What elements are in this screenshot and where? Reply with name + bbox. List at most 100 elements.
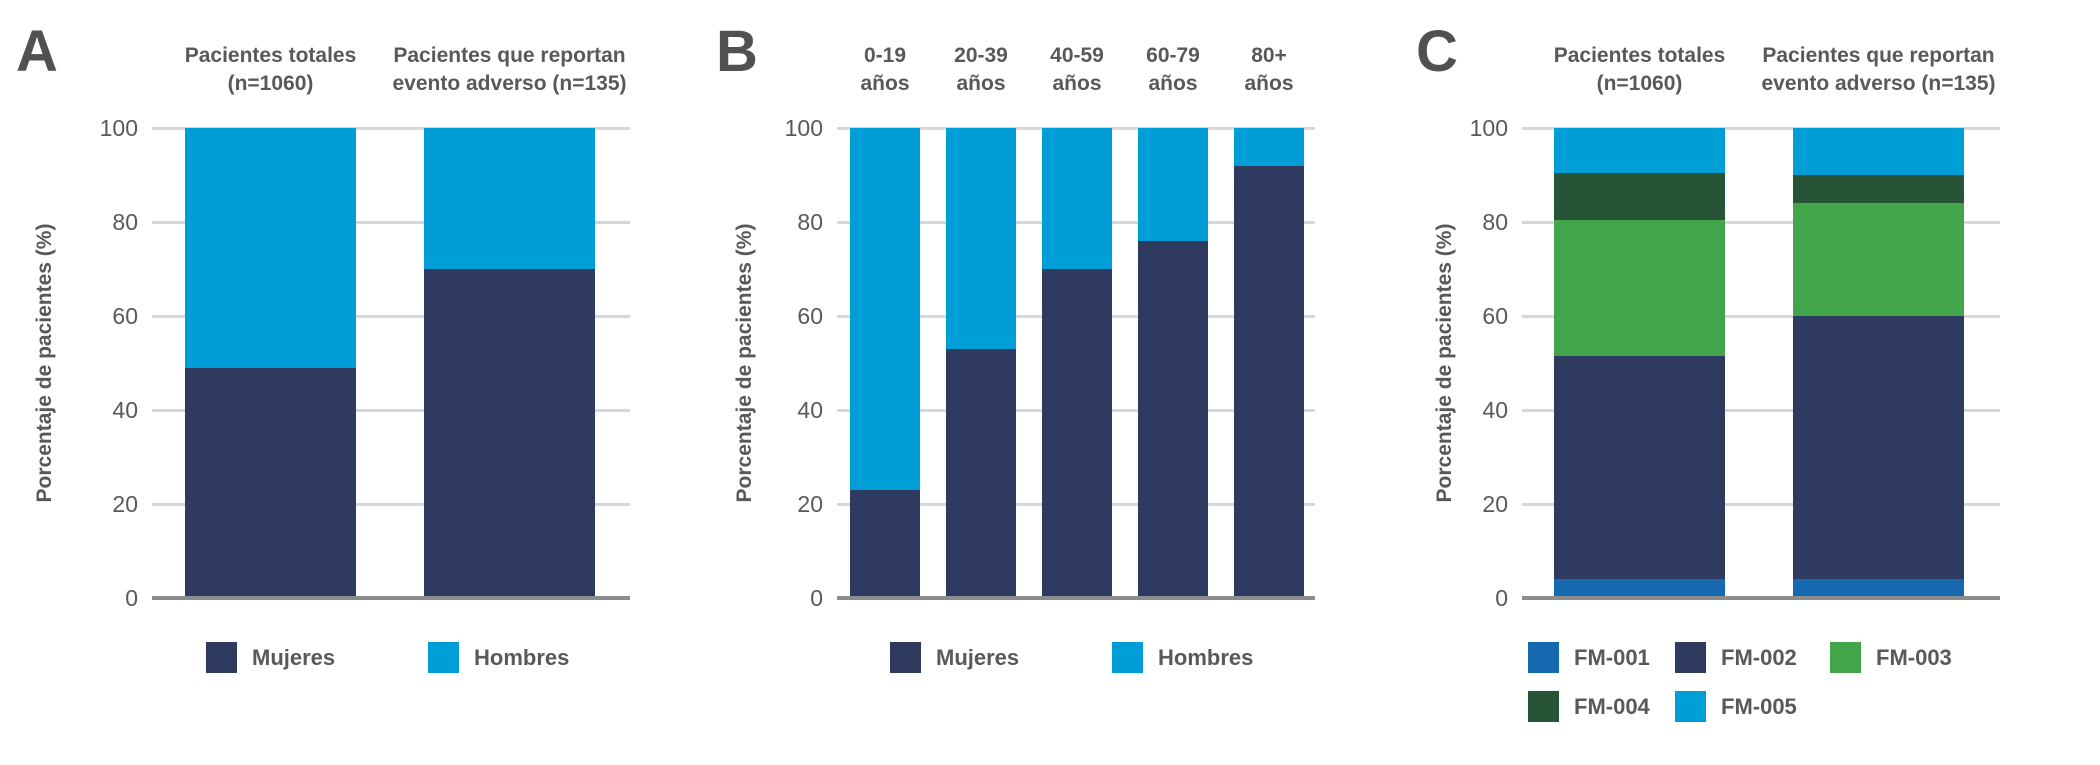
gridline-40 bbox=[152, 408, 630, 412]
y-tick-label-60: 60 bbox=[112, 303, 138, 329]
gridline-60 bbox=[152, 314, 630, 318]
gridline-60 bbox=[1522, 314, 2000, 318]
column-header: Pacientes que reportan evento adverso (n=… bbox=[345, 42, 675, 98]
gridline-20 bbox=[152, 502, 630, 506]
legend-swatch-mujeres bbox=[890, 642, 921, 673]
legend-label: Hombres bbox=[1158, 644, 1254, 670]
stacked-bar bbox=[1042, 128, 1112, 598]
panel-b: B Porcentaje de pacientes (%) 0 20 40 60 80 100… bbox=[700, 0, 1400, 765]
stacked-bar bbox=[424, 128, 595, 598]
x-axis-baseline bbox=[1522, 596, 2000, 600]
stacked-bar bbox=[1234, 128, 1304, 598]
legend-swatch-mujeres bbox=[206, 642, 237, 673]
legend-label: FM-005 bbox=[1721, 693, 1797, 719]
legend-item-mujeres: Mujeres bbox=[890, 642, 1019, 673]
column-header-line: 20-39 bbox=[954, 44, 1008, 67]
column-header-line: evento adverso (n=135) bbox=[1761, 72, 1996, 95]
legend-label: Hombres bbox=[474, 644, 570, 670]
column-header-line: 60-79 bbox=[1146, 44, 1200, 67]
column-header: 40-59 años bbox=[997, 42, 1157, 98]
column-header-line: 0-19 bbox=[863, 44, 907, 67]
stacked-bar bbox=[1554, 128, 1725, 598]
y-tick-label-0: 0 bbox=[125, 585, 138, 611]
bar-segment-mujeres bbox=[1234, 165, 1304, 598]
legend-swatch-fm-001 bbox=[1528, 642, 1559, 673]
bar-segment-hombres bbox=[1138, 128, 1208, 241]
y-tick-label-80: 80 bbox=[112, 209, 138, 235]
legend-item-fm-003: FM-003 bbox=[1830, 642, 1952, 673]
gridline-80 bbox=[152, 220, 630, 224]
bar-segment-fm-003 bbox=[1554, 219, 1725, 356]
legend-label: FM-002 bbox=[1721, 644, 1797, 670]
bar-segment-hombres bbox=[946, 128, 1016, 349]
y-tick-label-100: 100 bbox=[99, 115, 138, 141]
y-tick-label-0: 0 bbox=[810, 585, 823, 611]
y-tick-label-20: 20 bbox=[797, 491, 823, 517]
y-tick-label-40: 40 bbox=[1482, 397, 1508, 423]
gridline-40 bbox=[1522, 408, 2000, 412]
column-header-line: 80+ bbox=[1251, 44, 1287, 67]
legend-swatch-fm-005 bbox=[1675, 691, 1706, 722]
column-header-line: Pacientes que reportan bbox=[393, 44, 626, 67]
y-tick-label-20: 20 bbox=[112, 491, 138, 517]
bar-segment-fm-004 bbox=[1554, 172, 1725, 220]
bar-segment-mujeres bbox=[1138, 240, 1208, 598]
y-tick-label-80: 80 bbox=[797, 209, 823, 235]
column-header-line: años bbox=[1052, 72, 1102, 95]
bar-segment-hombres bbox=[1234, 128, 1304, 166]
y-tick-label-40: 40 bbox=[797, 397, 823, 423]
panel-c: C Porcentaje de pacientes (%) 0 20 40 60 80 100… bbox=[1400, 0, 2100, 765]
bar-segment-fm-003 bbox=[1793, 203, 1964, 317]
bar-segment-hombres bbox=[850, 128, 920, 490]
bar-segment-fm-001 bbox=[1793, 579, 1964, 598]
y-axis-title: Porcentaje de pacientes (%) bbox=[33, 223, 56, 503]
column-header-line: (n=1060) bbox=[1596, 72, 1683, 95]
column-header: Pacientes totales (n=1060) bbox=[1475, 42, 1805, 98]
legend-swatch-fm-002 bbox=[1675, 642, 1706, 673]
column-header: Pacientes totales (n=1060) bbox=[106, 42, 436, 98]
legend-item-hombres: Hombres bbox=[428, 642, 569, 673]
y-axis-title: Porcentaje de pacientes (%) bbox=[1433, 223, 1456, 503]
bar-segment-mujeres bbox=[850, 489, 920, 598]
legend-label: FM-001 bbox=[1574, 644, 1650, 670]
y-tick-label-100: 100 bbox=[1469, 115, 1508, 141]
bar-segment-hombres bbox=[1042, 128, 1112, 269]
y-axis-title: Porcentaje de pacientes (%) bbox=[733, 223, 756, 503]
bar-segment-fm-002 bbox=[1793, 316, 1964, 580]
legend-item-mujeres: Mujeres bbox=[206, 642, 335, 673]
y-tick-label-80: 80 bbox=[1482, 209, 1508, 235]
legend-item-fm-001: FM-001 bbox=[1528, 642, 1650, 673]
column-header: 0-19 años bbox=[805, 42, 965, 98]
column-header: Pacientes que reportan evento adverso (n=… bbox=[1714, 42, 2044, 98]
stacked-bar bbox=[1138, 128, 1208, 598]
bar-segment-fm-005 bbox=[1793, 128, 1964, 176]
bar-segment-fm-001 bbox=[1554, 579, 1725, 598]
column-header-line: 40-59 bbox=[1050, 44, 1104, 67]
legend-item-fm-004: FM-004 bbox=[1528, 691, 1650, 722]
column-header-line: Pacientes totales bbox=[184, 44, 357, 67]
column-header-line: Pacientes que reportan bbox=[1762, 44, 1995, 67]
gridline-80 bbox=[1522, 220, 2000, 224]
x-axis-baseline bbox=[837, 596, 1315, 600]
gridline-100 bbox=[152, 126, 630, 130]
stacked-bar bbox=[185, 128, 356, 598]
y-tick-label-20: 20 bbox=[1482, 491, 1508, 517]
bar-segment-hombres bbox=[424, 128, 595, 269]
column-header-line: años bbox=[1148, 72, 1198, 95]
legend-swatch-fm-004 bbox=[1528, 691, 1559, 722]
panel-label-b: B bbox=[716, 19, 758, 84]
column-header-line: evento adverso (n=135) bbox=[392, 72, 627, 95]
legend-label: FM-004 bbox=[1574, 693, 1650, 719]
bar-segment-mujeres bbox=[424, 269, 595, 598]
panel-label-a: A bbox=[16, 19, 58, 84]
bar-segment-mujeres bbox=[185, 367, 356, 598]
panel-a: A Porcentaje de pacientes (%) 0 20 40 60 80 100… bbox=[0, 0, 700, 765]
bar-segment-mujeres bbox=[1042, 269, 1112, 598]
column-header: 20-39 años bbox=[901, 42, 1061, 98]
column-header: 60-79 años bbox=[1093, 42, 1253, 98]
panel-label-c: C bbox=[1416, 19, 1458, 84]
gridline-100 bbox=[1522, 126, 2000, 130]
column-header-line: años bbox=[1244, 72, 1294, 95]
y-tick-label-60: 60 bbox=[797, 303, 823, 329]
